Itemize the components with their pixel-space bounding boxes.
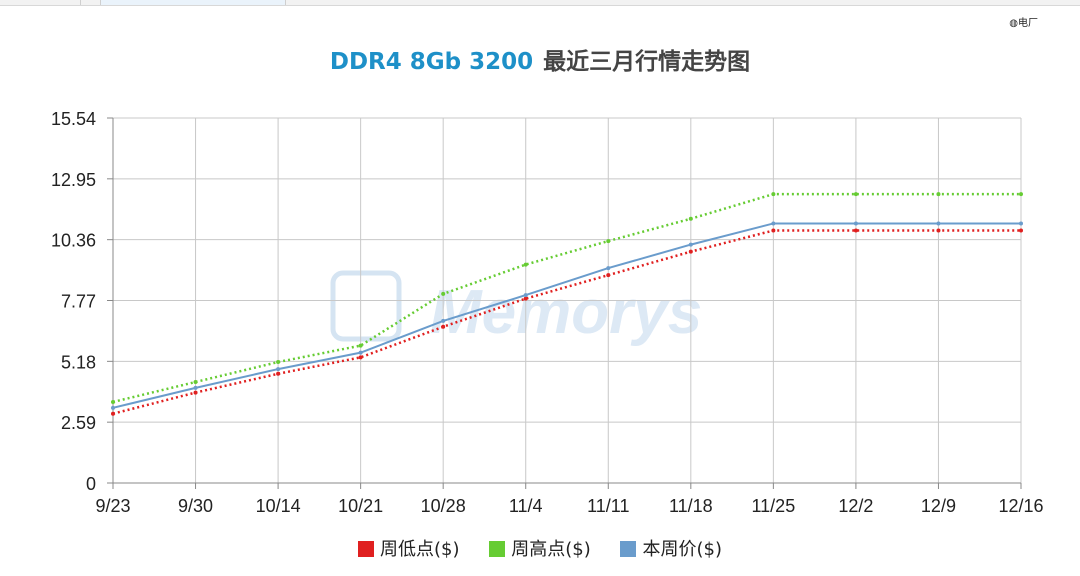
legend-label-current: 本周价($): [642, 539, 722, 560]
legend-swatch-low: [358, 541, 375, 557]
data-point-high: [688, 216, 693, 221]
browser-tab[interactable]: [0, 0, 81, 5]
y-tick-label: 15.54: [51, 109, 96, 129]
data-point-high: [276, 360, 281, 365]
corner-icon: ◍: [1009, 18, 1018, 29]
data-point-current: [358, 350, 363, 355]
legend-item-current[interactable]: 本周价($): [620, 535, 722, 561]
data-point-current: [111, 405, 115, 410]
data-point-current: [606, 266, 611, 271]
series-line-current: [112, 222, 1021, 409]
data-point-current: [1019, 221, 1023, 226]
x-tick-label: 11/25: [752, 496, 796, 516]
series-line-high: [112, 192, 1021, 404]
data-point-high: [111, 399, 115, 404]
browser-tab-active[interactable]: [100, 0, 286, 5]
data-point-current: [523, 293, 528, 298]
data-point-low: [606, 273, 611, 278]
data-point-current: [276, 367, 281, 372]
y-tick-label: 2.59: [61, 413, 96, 433]
chart-title: DDR4 8Gb 3200 最近三月行情走势图: [0, 42, 1080, 76]
x-tick-label: 12/16: [998, 496, 1043, 516]
chart-legend: 周低点($) 周高点($) 本周价($): [0, 535, 1080, 561]
data-point-current: [771, 221, 776, 226]
data-point-high: [771, 192, 776, 197]
data-point-high: [1019, 192, 1023, 197]
data-point-low: [276, 371, 281, 376]
data-point-current: [853, 221, 858, 226]
x-tick-label: 9/30: [178, 496, 213, 516]
series-line-low: [112, 229, 1021, 415]
data-point-current: [193, 385, 198, 390]
x-tick-label: 11/11: [587, 496, 629, 516]
y-tick-label: 5.18: [61, 352, 96, 372]
y-tick-label: 7.77: [61, 292, 96, 312]
data-point-high: [523, 262, 528, 267]
x-tick-label: 11/4: [509, 496, 543, 516]
watermark-text: Memorys: [430, 278, 702, 347]
data-point-low: [193, 390, 198, 395]
x-tick-label: 9/23: [95, 496, 130, 516]
data-point-high: [936, 192, 941, 197]
data-point-low: [1019, 228, 1023, 233]
legend-label-high: 周高点($): [511, 539, 591, 560]
data-point-high: [441, 291, 446, 296]
y-tick-label: 0: [86, 474, 96, 494]
data-point-current: [441, 318, 446, 323]
legend-label-low: 周低点($): [380, 539, 460, 560]
data-point-high: [358, 343, 363, 348]
data-point-low: [771, 228, 776, 233]
watermark-logo-icon: [330, 270, 402, 342]
data-point-high: [853, 192, 858, 197]
x-tick-label: 12/2: [838, 496, 873, 516]
y-tick-label: 10.36: [51, 231, 96, 251]
data-point-high: [193, 380, 198, 385]
data-point-low: [358, 355, 363, 360]
chart-title-caption: 最近三月行情走势图: [543, 49, 751, 75]
legend-item-high[interactable]: 周高点($): [489, 535, 591, 561]
data-point-low: [111, 411, 115, 416]
x-tick-label: 10/28: [421, 496, 466, 516]
data-point-low: [441, 324, 446, 329]
data-point-current: [936, 221, 941, 226]
legend-swatch-high: [489, 541, 506, 557]
chart-title-product: DDR4 8Gb 3200: [329, 49, 534, 75]
corner-text: ◍电厂: [1009, 14, 1038, 29]
x-tick-label: 12/9: [921, 496, 956, 516]
data-point-low: [936, 228, 941, 233]
data-point-high: [606, 239, 611, 244]
data-point-low: [688, 249, 693, 254]
x-tick-label: 10/21: [338, 496, 383, 516]
data-point-current: [688, 242, 693, 247]
browser-tab-strip: [0, 0, 1080, 6]
x-tick-label: 10/14: [256, 496, 301, 516]
legend-item-low[interactable]: 周低点($): [358, 535, 460, 561]
y-tick-label: 12.95: [51, 170, 96, 190]
legend-swatch-current: [620, 541, 637, 557]
data-point-low: [853, 228, 858, 233]
x-tick-label: 11/18: [669, 496, 713, 516]
corner-label: 电厂: [1018, 18, 1038, 29]
data-point-low: [523, 296, 528, 301]
